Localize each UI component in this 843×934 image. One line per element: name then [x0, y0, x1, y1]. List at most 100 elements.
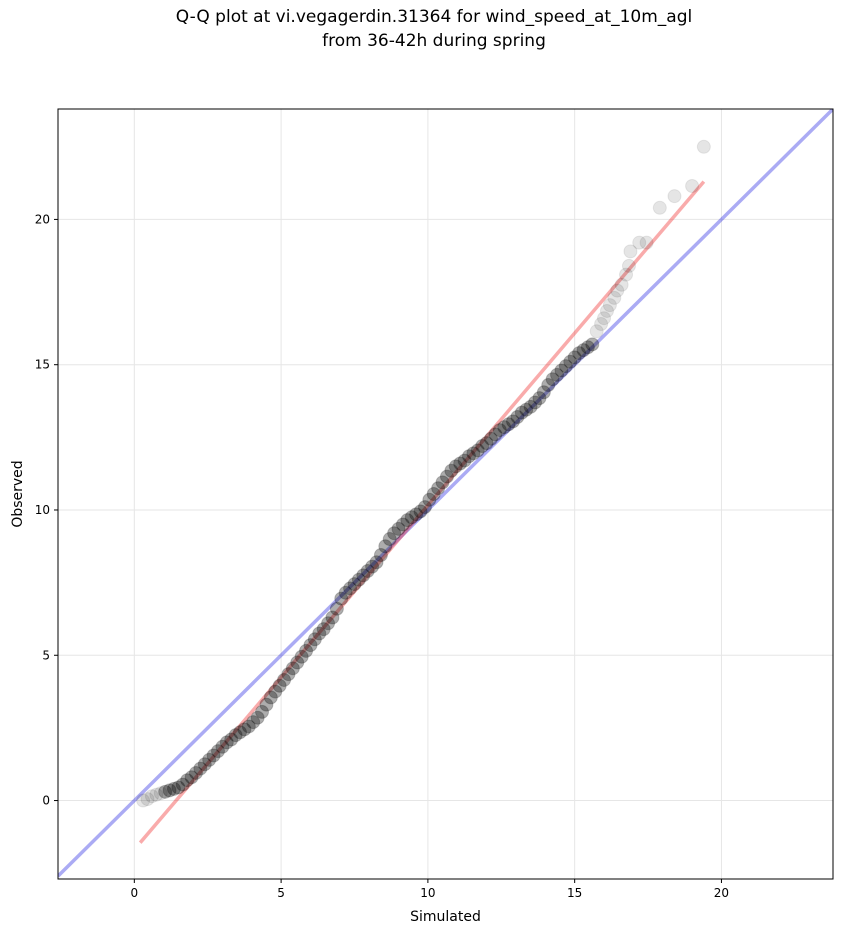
data-point — [303, 638, 318, 653]
data-point — [246, 715, 261, 730]
data-point — [444, 463, 459, 478]
x-tick-label: 20 — [714, 886, 729, 900]
data-point — [391, 521, 406, 536]
data-point — [334, 591, 349, 606]
data-point — [347, 577, 362, 592]
data-point — [202, 752, 217, 767]
data-point — [614, 277, 629, 292]
data-point — [369, 555, 384, 570]
data-point — [563, 354, 578, 369]
data-point — [294, 649, 309, 664]
data-point — [255, 704, 270, 719]
data-point — [623, 244, 638, 259]
data-point — [299, 643, 314, 658]
data-layer — [58, 109, 833, 878]
data-point — [351, 572, 366, 587]
x-tick-label: 10 — [420, 886, 435, 900]
data-point — [206, 748, 221, 763]
data-point — [554, 363, 569, 378]
data-point — [536, 385, 551, 400]
data-point — [519, 402, 534, 417]
data-point — [224, 732, 239, 747]
data-point — [268, 684, 283, 699]
y-tick-label: 15 — [35, 358, 50, 372]
fit-line — [138, 180, 706, 844]
grid-layer — [58, 109, 833, 879]
data-point — [589, 324, 604, 339]
x-tick-label: 15 — [567, 886, 582, 900]
data-point — [594, 317, 609, 332]
data-point — [572, 346, 587, 361]
data-point — [685, 179, 700, 193]
data-point — [479, 436, 494, 451]
data-point — [488, 427, 503, 442]
plot-frame — [57, 108, 834, 880]
chart-title-line-1: Q-Q plot at vi.vegagerdin.31364 for wind… — [175, 7, 693, 27]
data-point — [400, 513, 415, 528]
chart-title-line-2: from 36-42h during spring — [322, 31, 546, 51]
data-point — [422, 492, 437, 507]
data-point — [237, 722, 252, 737]
data-point — [144, 789, 159, 804]
data-point — [602, 298, 617, 313]
data-point — [417, 500, 432, 515]
data-point — [360, 564, 375, 578]
data-point — [404, 510, 419, 525]
data-point — [523, 399, 538, 414]
data-point — [365, 559, 380, 574]
point-layer — [136, 139, 711, 808]
data-point — [466, 446, 481, 461]
tick-layer: 0 5 10 15 20 0 5 10 15 20 — [35, 212, 729, 900]
data-point — [639, 235, 654, 250]
identity-line — [58, 109, 833, 878]
data-point — [667, 189, 682, 204]
data-point — [453, 456, 468, 471]
data-point — [550, 367, 565, 382]
x-tick-label: 0 — [131, 886, 139, 900]
data-point — [373, 548, 388, 563]
data-point — [171, 780, 186, 795]
data-point — [599, 303, 614, 318]
y-axis-label: Observed — [10, 460, 26, 527]
data-point — [545, 372, 560, 387]
data-point — [387, 526, 402, 541]
data-point — [435, 475, 450, 490]
data-point — [219, 735, 234, 750]
data-point — [632, 235, 647, 250]
data-point — [621, 258, 636, 273]
data-point — [325, 610, 340, 625]
data-point — [263, 690, 278, 705]
data-point — [501, 417, 516, 432]
data-point — [193, 761, 208, 776]
data-point — [439, 469, 454, 484]
data-point — [338, 585, 353, 600]
data-point — [180, 773, 195, 788]
data-point — [457, 453, 472, 468]
data-point — [241, 719, 256, 734]
data-point — [652, 200, 667, 215]
data-point — [497, 420, 512, 435]
data-point — [140, 792, 155, 807]
data-point — [210, 744, 225, 759]
data-point — [233, 725, 248, 740]
data-point — [541, 378, 556, 393]
data-point — [558, 359, 573, 374]
y-tick-label: 0 — [42, 794, 50, 808]
data-point — [136, 793, 151, 808]
data-point — [307, 632, 322, 647]
data-point — [259, 697, 274, 712]
y-tick-label: 20 — [35, 212, 50, 226]
data-point — [215, 739, 230, 754]
x-axis-label: Simulated — [410, 909, 481, 925]
data-point — [514, 405, 529, 420]
data-point — [532, 391, 547, 406]
data-point — [149, 787, 164, 802]
data-point — [356, 568, 371, 583]
data-point — [409, 507, 424, 522]
data-point — [475, 439, 490, 454]
data-point — [343, 581, 358, 596]
line-layer — [58, 109, 833, 878]
y-tick-label: 5 — [42, 648, 50, 662]
